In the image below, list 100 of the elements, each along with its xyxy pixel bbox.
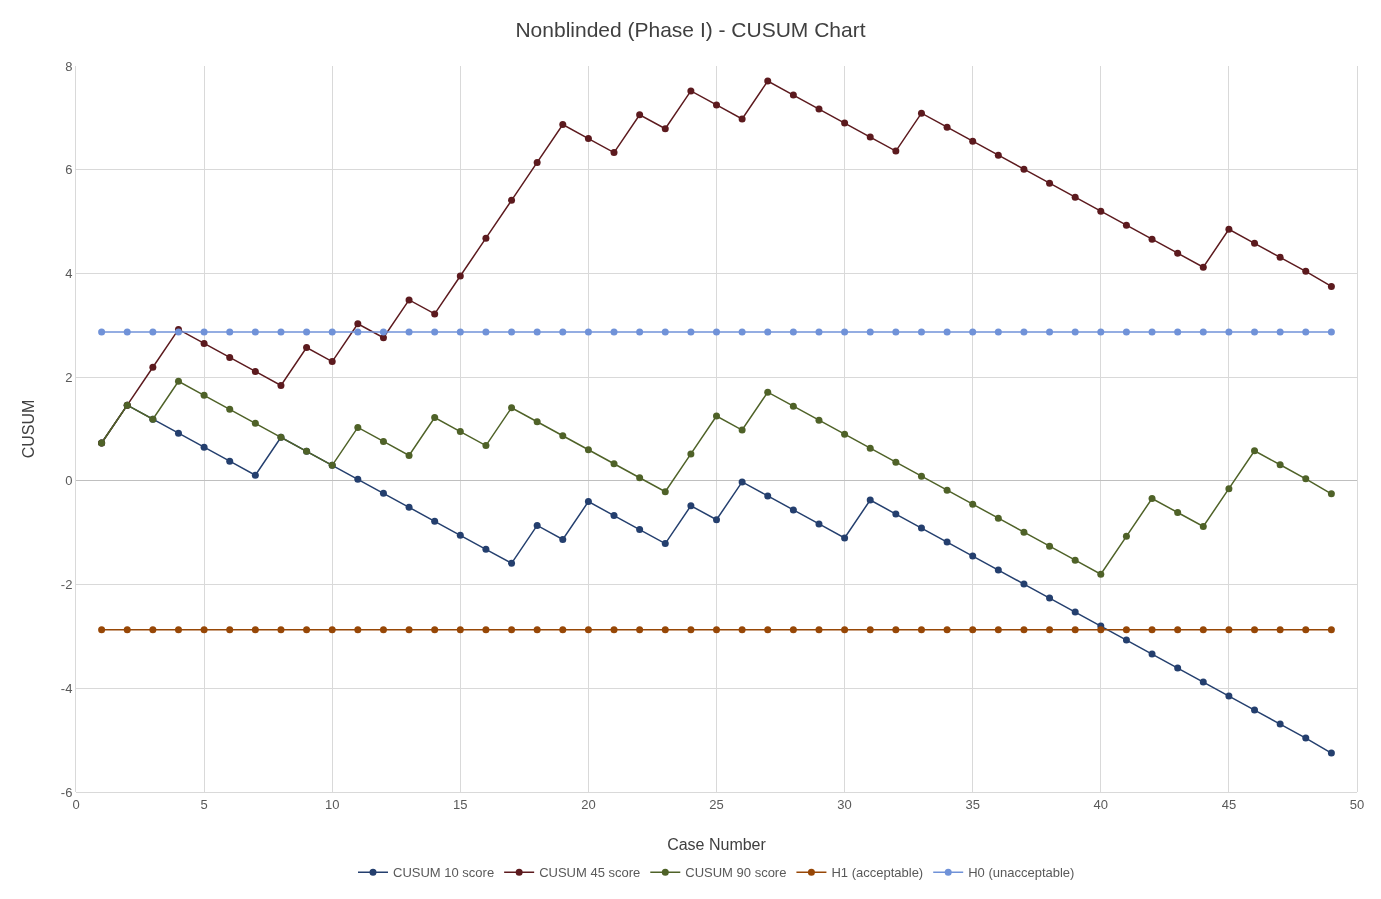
point [1327, 626, 1335, 634]
point [1148, 650, 1156, 658]
point [738, 426, 746, 434]
point [892, 328, 900, 336]
chart-title: Nonblinded (Phase I) - CUSUM Chart [515, 18, 866, 42]
point [200, 626, 208, 634]
point [815, 626, 823, 634]
point [1225, 692, 1233, 700]
point [1276, 328, 1284, 336]
point [1174, 664, 1182, 672]
point [431, 310, 439, 318]
point [277, 626, 285, 634]
x-axis-title: Case Number [667, 836, 767, 853]
point [1148, 626, 1156, 634]
y-tick-label: 8 [65, 58, 73, 74]
point [1122, 532, 1130, 540]
point [533, 158, 541, 166]
point [456, 328, 464, 336]
point [226, 328, 234, 336]
point [713, 516, 720, 524]
point [1302, 267, 1310, 275]
point [969, 500, 977, 508]
point [1122, 328, 1130, 336]
point [174, 626, 182, 634]
point [636, 526, 644, 534]
point [1302, 328, 1310, 336]
point [892, 458, 900, 466]
point [738, 328, 746, 336]
point [1046, 626, 1054, 634]
x-tick-label: 25 [709, 796, 724, 812]
point [1276, 626, 1284, 634]
point [789, 506, 797, 514]
point [994, 328, 1002, 336]
point [789, 328, 797, 336]
point [969, 328, 977, 336]
point [354, 423, 362, 431]
point [1071, 556, 1079, 564]
point [431, 626, 439, 634]
point [149, 363, 157, 371]
point [584, 328, 592, 336]
point [815, 416, 823, 424]
point [533, 328, 541, 336]
point [482, 234, 490, 242]
point [610, 626, 618, 634]
x-tick-label: 10 [324, 796, 340, 812]
point [1276, 720, 1284, 728]
point [200, 339, 208, 347]
point [508, 196, 516, 204]
point [533, 626, 541, 634]
point [1302, 626, 1310, 634]
point [431, 414, 439, 422]
point [123, 328, 131, 336]
point [610, 328, 618, 336]
point [303, 328, 311, 336]
point [1225, 485, 1233, 493]
point [1020, 580, 1028, 588]
point [1251, 239, 1259, 247]
point [661, 328, 669, 336]
point [661, 540, 669, 548]
point [1020, 328, 1028, 336]
point [636, 328, 644, 336]
point [149, 328, 157, 336]
point [149, 626, 157, 634]
point [431, 328, 439, 336]
point [1251, 706, 1259, 714]
point [1225, 626, 1233, 634]
point [251, 471, 259, 479]
point [1276, 461, 1284, 469]
point [1199, 678, 1207, 686]
point [841, 430, 849, 438]
point [917, 109, 925, 117]
point [713, 101, 720, 109]
point [226, 457, 234, 465]
point [994, 151, 1002, 159]
point [610, 460, 618, 468]
point [866, 444, 874, 452]
point [687, 328, 695, 336]
point [1071, 193, 1079, 201]
point [456, 531, 464, 539]
point [943, 328, 951, 336]
point [584, 498, 592, 506]
point [892, 147, 900, 155]
point [482, 545, 490, 553]
point [738, 626, 746, 634]
point [174, 377, 182, 385]
point [1020, 528, 1028, 536]
point [1174, 328, 1182, 336]
point [1199, 626, 1207, 634]
x-tick-label: 45 [1221, 796, 1237, 812]
point [354, 320, 362, 328]
point [354, 475, 362, 483]
point [200, 443, 208, 451]
point [559, 535, 567, 543]
point [379, 626, 387, 634]
point [1097, 328, 1105, 336]
point [866, 328, 874, 336]
point [482, 442, 490, 450]
x-tick-label: 35 [965, 796, 980, 812]
point [1020, 165, 1028, 173]
point [1097, 207, 1105, 215]
